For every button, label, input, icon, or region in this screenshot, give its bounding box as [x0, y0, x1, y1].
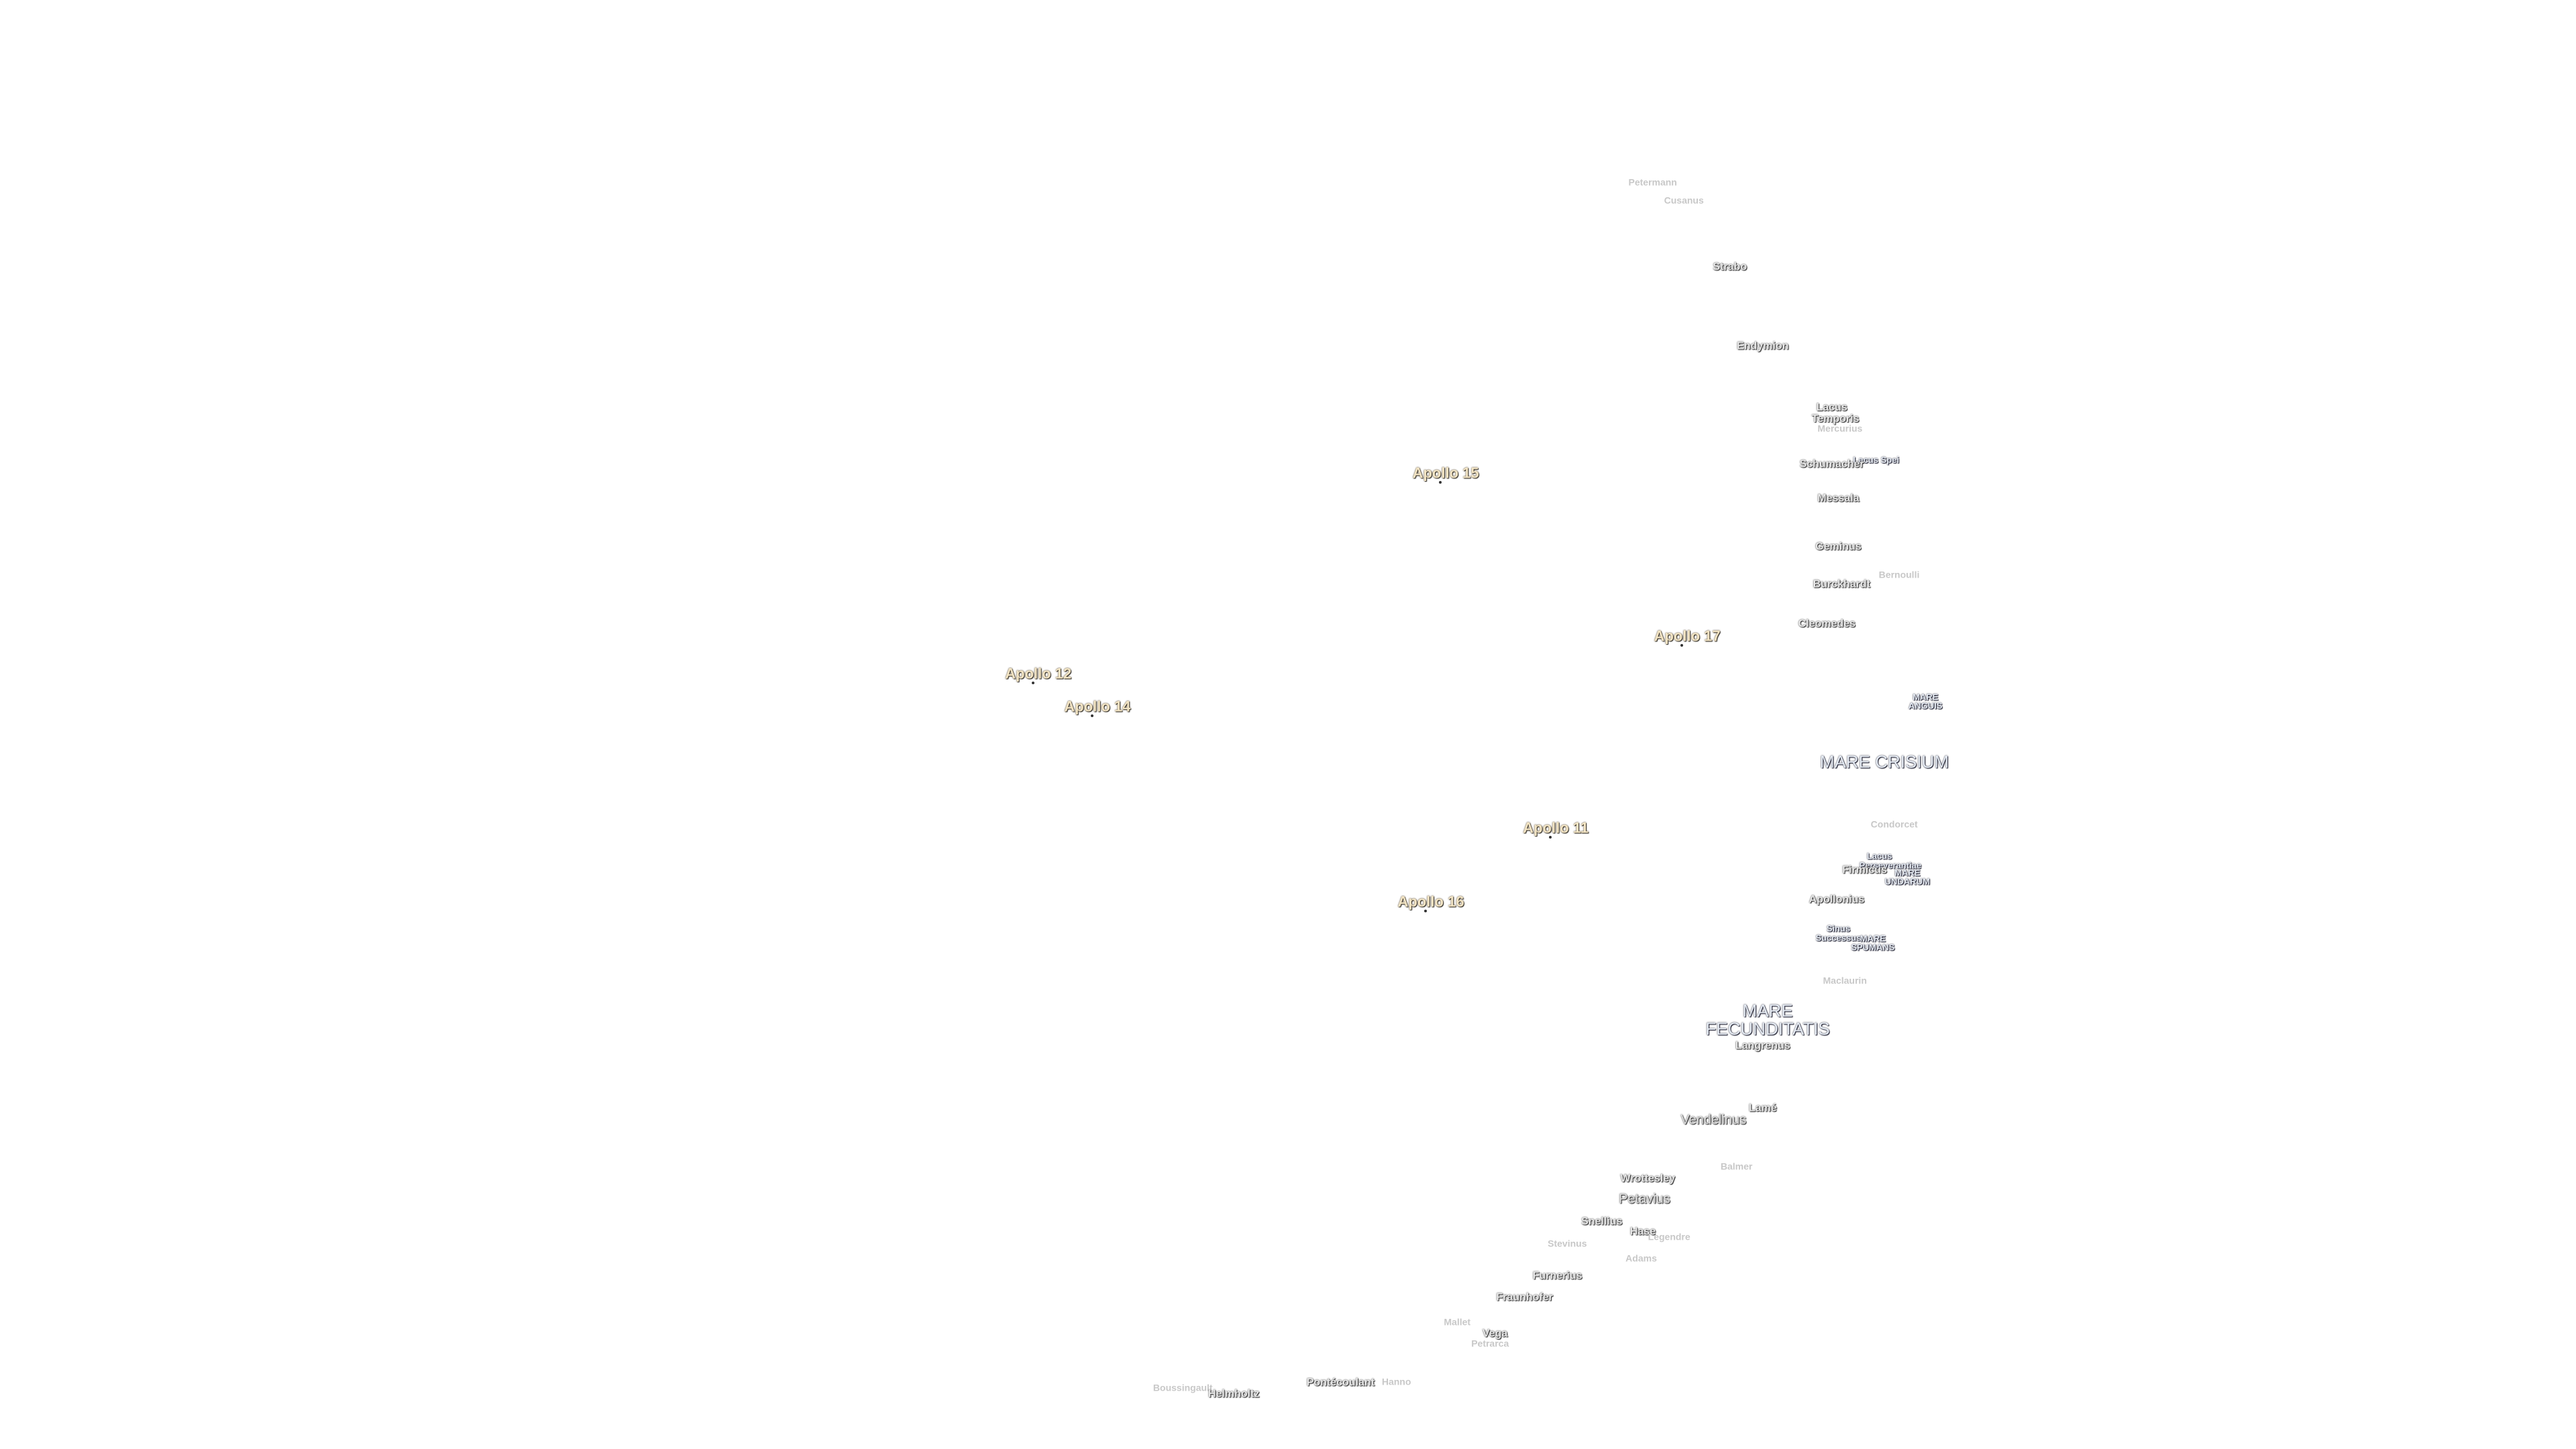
feature-label: Hanno	[1381, 1376, 1411, 1387]
feature-label: Sinus Successus	[1815, 923, 1862, 943]
feature-label: Endymion	[1737, 340, 1789, 352]
feature-label: Geminus	[1815, 541, 1862, 553]
landing-site-label: Apollo 12	[1005, 665, 1072, 682]
feature-label: Strabo	[1713, 261, 1748, 273]
feature-label: Furnerius	[1532, 1270, 1582, 1282]
feature-label: Pontécoulant	[1306, 1377, 1375, 1389]
feature-label: Petermann	[1628, 176, 1677, 188]
landing-site-label: Apollo 11	[1523, 819, 1589, 837]
feature-label: Adams	[1625, 1252, 1657, 1264]
landing-site-marker	[1090, 714, 1093, 718]
feature-label: Legendre	[1648, 1231, 1690, 1242]
feature-label: Fraunhofer	[1496, 1291, 1553, 1303]
landing-site-label: Apollo 14	[1064, 698, 1131, 715]
feature-label: Petrarca	[1471, 1338, 1509, 1349]
feature-label: Hase	[1629, 1226, 1656, 1238]
feature-label: Wrottesley	[1620, 1173, 1676, 1185]
landing-site-marker	[1549, 836, 1552, 839]
feature-label: MARE ANGUIS	[1908, 692, 1943, 711]
feature-label: Messala	[1817, 493, 1860, 505]
feature-label: MARE SPUMANS	[1851, 933, 1895, 953]
feature-label: MARE CRISIUM	[1819, 751, 1949, 772]
feature-label: Lacus Temporis	[1811, 402, 1860, 425]
feature-label: Apollonius	[1809, 894, 1865, 906]
feature-label: MARE FECUNDITATIS	[1705, 1000, 1830, 1039]
feature-label: Vega	[1482, 1328, 1508, 1340]
feature-label: Balmer	[1720, 1161, 1753, 1172]
feature-label: Cleomedes	[1798, 618, 1856, 630]
feature-label: Condorcet	[1870, 819, 1918, 830]
feature-label: Bernoulli	[1878, 569, 1920, 580]
feature-label: Petavius	[1619, 1191, 1670, 1207]
feature-label: Mallet	[1444, 1317, 1471, 1328]
feature-label: Cusanus	[1664, 195, 1704, 206]
landing-site-label: Apollo 16	[1397, 893, 1464, 910]
feature-label: Lamé	[1748, 1102, 1777, 1114]
feature-label: Firmicus	[1842, 864, 1887, 876]
feature-label: Burckhardt	[1813, 578, 1870, 590]
feature-label: Schumacher	[1799, 458, 1864, 470]
feature-label: Mercurius	[1817, 423, 1863, 434]
landing-site-label: Apollo 17	[1654, 627, 1721, 645]
landing-site-marker	[1031, 682, 1034, 685]
landing-site-marker	[1680, 643, 1684, 647]
landing-site-marker	[1424, 910, 1428, 913]
landing-site-label: Apollo 15	[1412, 464, 1479, 482]
feature-label: Helmholtz	[1208, 1388, 1260, 1400]
feature-label: Maclaurin	[1823, 975, 1867, 986]
feature-label: Vendelinus	[1680, 1112, 1747, 1128]
feature-label: Boussingault	[1152, 1383, 1213, 1394]
landing-site-marker	[1439, 481, 1442, 484]
feature-label: Langrenus	[1735, 1040, 1790, 1052]
feature-label: MARE UNDARUM	[1884, 867, 1930, 887]
feature-label: Stevinus	[1548, 1238, 1587, 1249]
feature-label: Snellius	[1581, 1216, 1623, 1228]
feature-label: Lacus Spei	[1853, 454, 1900, 465]
